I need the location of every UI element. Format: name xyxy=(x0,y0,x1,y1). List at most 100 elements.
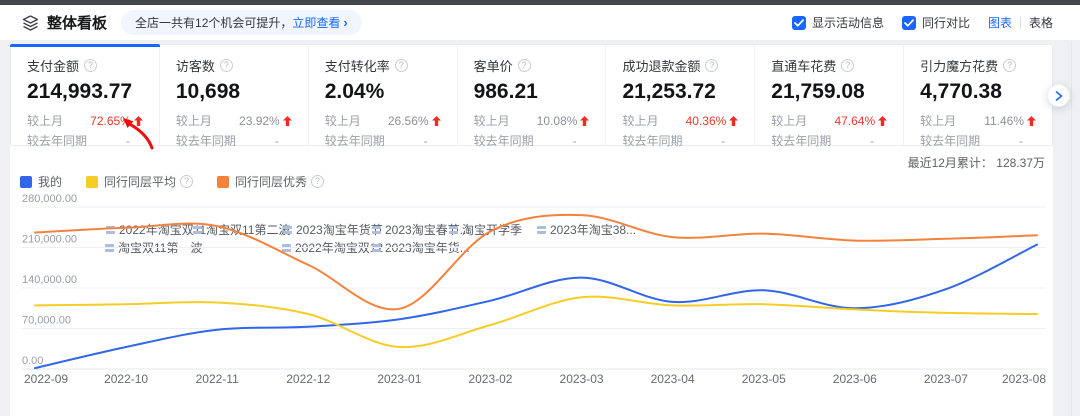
yoy-value: - xyxy=(870,133,875,148)
chart-legend: 我的 同行同层平均? 同行同层优秀? xyxy=(20,173,325,190)
metric-label: 成功退款金额 xyxy=(622,59,701,74)
metric-value: 10,698 xyxy=(175,80,241,103)
mom-value: 11.46% xyxy=(984,114,1037,128)
metric-label: 支付金额 xyxy=(27,59,80,74)
event-label: 2023淘宝春节... xyxy=(385,223,470,237)
mom-row: 较上月 47.64% xyxy=(771,112,888,129)
legend-label: 同行同层平均 xyxy=(104,175,177,189)
trend-chart-section: 最近12月累计： 128.37万 我的 同行同层平均? 同行同层优秀? 2022… xyxy=(10,146,1053,416)
mom-label: 较上月 xyxy=(27,114,64,128)
metric-label-row: 引力魔方花费 ? xyxy=(920,56,1036,75)
mom-value: 23.92% xyxy=(239,114,292,128)
x-axis-tick: 2022-09 xyxy=(24,372,68,386)
checkbox-label: 显示活动信息 xyxy=(811,16,884,30)
line-series-2 xyxy=(34,295,1038,349)
view-toggle-divider xyxy=(1019,16,1021,29)
yoy-value: - xyxy=(125,133,130,148)
view-toggle-table[interactable]: 表格 xyxy=(1028,16,1053,30)
x-axis-tick: 2023-06 xyxy=(833,372,877,386)
event-marker-icon xyxy=(106,225,115,234)
metric-value: 21,759.08 xyxy=(771,80,865,103)
event-marker-icon xyxy=(537,225,546,234)
banner-link[interactable]: 立即查看 xyxy=(292,16,341,30)
metric-card-2[interactable]: 访客数 ? 10,698 较上月 23.92% 较去年同期 - xyxy=(160,45,309,148)
y-axis-tick: 210,000.00 xyxy=(22,234,77,246)
yoy-row: 较去年同期 - xyxy=(771,132,887,149)
y-axis-tick: 70,000.00 xyxy=(22,315,71,327)
legend-item-3[interactable]: 同行同层优秀? xyxy=(217,173,325,190)
metric-value: 986.21 xyxy=(473,80,538,103)
mom-label: 较上月 xyxy=(324,114,361,128)
yoy-row: 较去年同期 - xyxy=(325,132,441,149)
metric-label: 支付转化率 xyxy=(324,59,390,74)
yoy-value: - xyxy=(721,133,726,148)
x-axis-tick: 2023-05 xyxy=(742,372,786,386)
event-annotation: 2023淘宝年货节 xyxy=(283,221,383,238)
up-arrow-icon xyxy=(878,115,888,126)
metric-card-6[interactable]: 直通车花费 ? 21,759.08 较上月 47.64% 较去年同期 - xyxy=(755,45,905,148)
12-month-total-value: 128.37万 xyxy=(996,156,1045,170)
view-toggle-chart[interactable]: 图表 xyxy=(987,16,1012,30)
metric-label-row: 支付金额 ? xyxy=(27,56,143,75)
event-label: 淘宝双11第二波 xyxy=(206,223,291,237)
x-axis-tick: 2022-12 xyxy=(286,372,330,386)
event-marker-icon xyxy=(449,225,458,234)
help-icon[interactable]: ? xyxy=(84,59,98,72)
event-annotation: 淘宝双11第二波 xyxy=(193,221,290,238)
yoy-label: 较去年同期 xyxy=(771,134,832,148)
mom-row: 较上月 10.08% xyxy=(474,112,590,129)
yoy-row: 较去年同期 - xyxy=(474,132,590,149)
legend-item-2[interactable]: 同行同层平均? xyxy=(86,173,194,190)
checkbox-checked-icon xyxy=(791,15,806,30)
yoy-row: 较去年同期 - xyxy=(920,132,1036,149)
help-icon[interactable]: ? xyxy=(311,175,325,188)
x-axis-tick: 2023-07 xyxy=(924,372,968,386)
legend-item-1[interactable]: 我的 xyxy=(20,173,62,190)
event-marker-icon xyxy=(282,243,291,252)
metric-label: 访客数 xyxy=(175,59,215,74)
help-icon[interactable]: ? xyxy=(1003,59,1017,72)
help-icon[interactable]: ? xyxy=(705,59,719,72)
event-marker-icon xyxy=(193,225,202,234)
mom-label: 较上月 xyxy=(175,114,212,128)
metric-card-1[interactable]: 支付金额 ? 214,993.77 较上月 72.65% 较去年同期 - xyxy=(10,44,160,148)
legend-swatch xyxy=(20,175,32,188)
12-month-total-label: 最近12月累计： xyxy=(907,156,993,170)
legend-label: 我的 xyxy=(38,175,63,189)
metric-value: 2.04% xyxy=(324,80,385,103)
peer-compare-checkbox[interactable]: 同行对比 xyxy=(901,14,970,31)
help-icon[interactable]: ? xyxy=(219,59,233,72)
metric-label-row: 访客数 ? xyxy=(176,56,292,75)
mom-row: 较上月 40.36% xyxy=(622,112,739,129)
metric-card-7[interactable]: 引力魔方花费 ? 4,770.38 较上月 11.46% 较去年同期 - xyxy=(904,45,1052,148)
y-axis-tick: 0.00 xyxy=(22,355,43,367)
metric-card-5[interactable]: 成功退款金额 ? 21,253.72 较上月 40.36% 较去年同期 - xyxy=(606,45,756,148)
mom-row: 较上月 23.92% xyxy=(176,112,292,129)
metric-card-3[interactable]: 支付转化率 ? 2.04% 较上月 26.56% 较去年同期 - xyxy=(309,45,458,148)
metric-value: 214,993.77 xyxy=(27,80,133,103)
mom-value: 72.65% xyxy=(90,114,143,128)
mom-value: 10.08% xyxy=(537,114,590,128)
metric-label-row: 成功退款金额 ? xyxy=(622,56,738,75)
yoy-label: 较去年同期 xyxy=(175,134,236,148)
x-axis-tick: 2023-03 xyxy=(560,372,604,386)
help-icon[interactable]: ? xyxy=(180,175,194,188)
line-series-3 xyxy=(34,213,1038,311)
cards-next-button[interactable] xyxy=(1047,84,1070,107)
help-icon[interactable]: ? xyxy=(394,59,408,72)
mom-row: 较上月 11.46% xyxy=(920,112,1037,129)
yoy-value: - xyxy=(572,133,577,148)
mom-label: 较上月 xyxy=(622,114,659,128)
x-axis-tick: 2022-10 xyxy=(104,372,148,386)
up-arrow-icon xyxy=(729,115,739,126)
help-icon[interactable]: ? xyxy=(841,59,855,72)
event-label: 2023年淘宝38... xyxy=(550,223,637,237)
mom-row: 较上月 72.65% xyxy=(27,112,143,129)
metric-card-4[interactable]: 客单价 ? 986.21 较上月 10.08% 较去年同期 - xyxy=(458,45,607,148)
show-activity-checkbox[interactable]: 显示活动信息 xyxy=(791,14,884,31)
up-arrow-icon xyxy=(133,115,143,126)
help-icon[interactable]: ? xyxy=(517,59,531,72)
event-marker-icon xyxy=(283,225,292,234)
metric-label-row: 直通车花费 ? xyxy=(771,56,887,75)
metric-label-row: 支付转化率 ? xyxy=(325,56,441,75)
